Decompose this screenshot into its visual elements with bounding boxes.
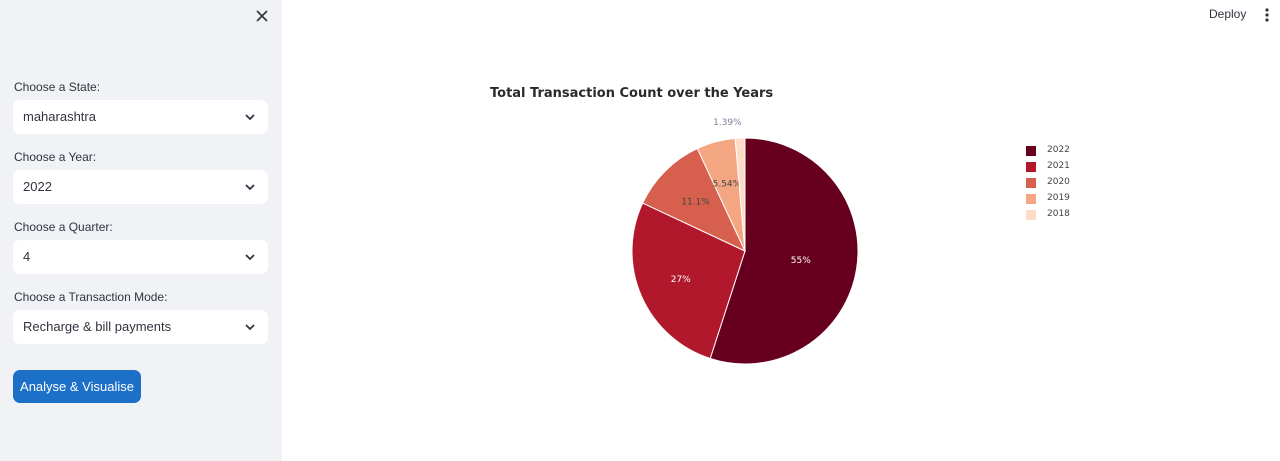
quarter-label: Choose a Quarter: bbox=[14, 220, 113, 234]
close-sidebar-button[interactable] bbox=[252, 6, 272, 26]
legend-item-2021[interactable]: 2021 bbox=[1025, 161, 1105, 175]
legend-item-2020[interactable]: 2020 bbox=[1025, 177, 1105, 191]
chevron-down-icon bbox=[245, 324, 255, 331]
pie-slice-2021[interactable] bbox=[631, 202, 746, 360]
deploy-button[interactable]: Deploy bbox=[1209, 7, 1247, 21]
pie-label-2022: 55% bbox=[791, 256, 811, 266]
pie-label-2018: 1.39% bbox=[713, 118, 742, 128]
legend-item-2022[interactable]: 2022 bbox=[1025, 145, 1105, 159]
legend-swatch bbox=[1026, 178, 1036, 188]
chevron-down-icon bbox=[245, 254, 255, 261]
year-label: Choose a Year: bbox=[14, 150, 97, 164]
state-select[interactable]: maharashtra bbox=[13, 100, 268, 134]
chevron-down-icon bbox=[245, 114, 255, 121]
more-options-icon[interactable] bbox=[1262, 7, 1272, 23]
chart-title: Total Transaction Count over the Years bbox=[490, 86, 774, 101]
transaction-mode-label: Choose a Transaction Mode: bbox=[14, 290, 168, 304]
pie-slice-2020[interactable] bbox=[642, 147, 747, 253]
year-select[interactable]: 2022 bbox=[13, 170, 268, 204]
legend-label: 2022 bbox=[1047, 145, 1070, 155]
pie-slice-2018[interactable] bbox=[734, 137, 746, 252]
transaction-mode-select-value: Recharge & bill payments bbox=[23, 319, 172, 334]
pie-label-2019: 5.54% bbox=[713, 179, 742, 189]
legend-swatch bbox=[1026, 194, 1036, 204]
legend-swatch bbox=[1026, 210, 1036, 220]
chevron-down-icon bbox=[245, 184, 255, 191]
legend-label: 2020 bbox=[1047, 177, 1070, 187]
sidebar: Choose a State: maharashtra Choose a Yea… bbox=[0, 0, 282, 461]
close-icon bbox=[256, 10, 268, 22]
legend-label: 2018 bbox=[1047, 209, 1070, 219]
year-select-value: 2022 bbox=[23, 179, 52, 194]
state-label: Choose a State: bbox=[14, 80, 101, 94]
analyse-visualise-button[interactable]: Analyse & Visualise bbox=[13, 370, 141, 403]
transaction-mode-select[interactable]: Recharge & bill payments bbox=[13, 310, 268, 344]
state-select-value: maharashtra bbox=[23, 109, 96, 124]
legend-label: 2019 bbox=[1047, 193, 1070, 203]
legend-item-2019[interactable]: 2019 bbox=[1025, 193, 1105, 207]
legend-swatch bbox=[1026, 162, 1036, 172]
legend-swatch bbox=[1026, 146, 1036, 156]
pie-chart: 55% 27% 11.1%5.54% 1.39% bbox=[631, 118, 859, 365]
pie-slice-2022[interactable] bbox=[709, 137, 859, 365]
quarter-select-value: 4 bbox=[23, 249, 31, 264]
legend-item-2018[interactable]: 2018 bbox=[1025, 209, 1105, 223]
legend-label: 2021 bbox=[1047, 161, 1070, 171]
pie-label-2020: 11.1% bbox=[681, 197, 710, 207]
pie-label-2021: 27% bbox=[671, 275, 691, 285]
quarter-select[interactable]: 4 bbox=[13, 240, 268, 274]
